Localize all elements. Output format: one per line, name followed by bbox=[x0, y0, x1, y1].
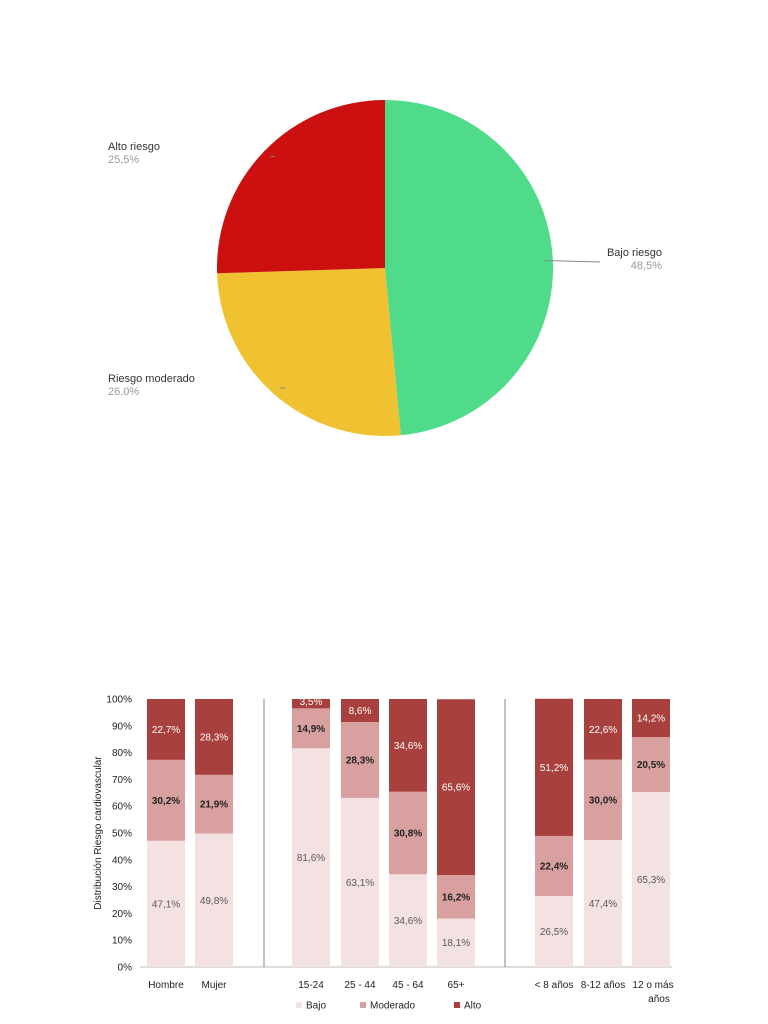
data-label: 34,6% bbox=[394, 916, 422, 927]
data-label: 65,3% bbox=[637, 875, 665, 886]
legend-label-alto: Alto bbox=[464, 1001, 482, 1012]
x-tick-label: Hombre bbox=[148, 980, 184, 991]
bar-segment-moderado bbox=[292, 708, 330, 749]
x-tick-label: 65+ bbox=[448, 980, 465, 991]
bar-segment-moderado bbox=[632, 737, 670, 792]
data-label: 16,2% bbox=[442, 892, 470, 903]
data-label: 14,9% bbox=[297, 724, 325, 735]
x-tick-label: 8-12 años bbox=[581, 980, 625, 991]
y-tick-label: 100% bbox=[106, 695, 132, 706]
y-tick-label: 20% bbox=[112, 909, 132, 920]
x-tick-label: años bbox=[648, 994, 670, 1005]
bar-segment-moderado bbox=[147, 759, 185, 841]
data-label: 22,4% bbox=[540, 861, 568, 872]
bar-segment-moderado bbox=[341, 722, 379, 798]
y-tick-label: 70% bbox=[112, 775, 132, 786]
data-label: 63,1% bbox=[346, 878, 374, 889]
pie-leader-line bbox=[544, 259, 601, 263]
data-label: 51,2% bbox=[540, 763, 568, 774]
data-label: 18,1% bbox=[442, 938, 470, 949]
bar-segment-bajo bbox=[292, 748, 330, 967]
bar-segment-moderado bbox=[535, 835, 573, 896]
bar-segment-bajo bbox=[584, 839, 622, 967]
data-label: 20,5% bbox=[637, 760, 665, 771]
data-label: 49,8% bbox=[200, 896, 228, 907]
legend-swatch-moderado bbox=[360, 1002, 366, 1008]
y-axis-label: Distribución Riesgo cardiovascular bbox=[93, 756, 104, 910]
x-tick-label: 12 o más bbox=[632, 980, 673, 991]
data-label: 65,6% bbox=[442, 783, 470, 794]
pie-slice-riesgo-moderado bbox=[217, 268, 401, 437]
data-label: 28,3% bbox=[200, 732, 228, 743]
data-label: 81,6% bbox=[297, 853, 325, 864]
bar-segment-bajo bbox=[437, 918, 475, 967]
bar-segment-bajo bbox=[535, 895, 573, 967]
y-tick-label: 10% bbox=[112, 936, 132, 947]
data-label: 30,0% bbox=[589, 795, 617, 806]
data-label: 30,8% bbox=[394, 829, 422, 840]
data-label: 14,2% bbox=[637, 714, 665, 725]
data-label: 47,4% bbox=[589, 899, 617, 910]
x-tick-label: < 8 años bbox=[535, 980, 574, 991]
y-tick-label: 60% bbox=[112, 802, 132, 813]
data-label: 8,6% bbox=[349, 706, 372, 717]
pie-label-alto-riesgo: Alto riesgo bbox=[108, 141, 160, 153]
pie-slice-alto-riesgo bbox=[217, 100, 385, 274]
data-label: 21,9% bbox=[200, 800, 228, 811]
y-tick-label: 80% bbox=[112, 748, 132, 759]
stacked-bar-chart: Distribución Riesgo cardiovascular 0% 10% 2… bbox=[93, 695, 674, 1012]
bar-segment-bajo bbox=[389, 874, 427, 967]
bar-segment-moderado bbox=[584, 759, 622, 840]
data-label: 28,3% bbox=[346, 755, 374, 766]
y-tick-label: 40% bbox=[112, 855, 132, 866]
bar-segment-bajo bbox=[195, 833, 233, 967]
bar-segment-moderado bbox=[195, 774, 233, 834]
bar-segment-alto bbox=[584, 699, 622, 760]
bar-segment-moderado bbox=[437, 875, 475, 919]
bar-segment-alto bbox=[535, 698, 573, 836]
data-label: 34,6% bbox=[394, 741, 422, 752]
y-tick-label: 30% bbox=[112, 882, 132, 893]
bar-segment-alto bbox=[389, 699, 427, 792]
data-label: 26,5% bbox=[540, 927, 568, 938]
y-tick-label: 0% bbox=[118, 963, 133, 974]
bar-segment-alto bbox=[147, 699, 185, 760]
bar-segment-bajo bbox=[147, 840, 185, 967]
legend-swatch-bajo bbox=[296, 1002, 302, 1008]
y-tick-label: 90% bbox=[112, 721, 132, 732]
data-label: 22,7% bbox=[152, 725, 180, 736]
data-label: 22,6% bbox=[589, 725, 617, 736]
bar-segment-alto bbox=[195, 699, 233, 775]
legend-label-moderado: Moderado bbox=[370, 1001, 415, 1012]
bar-segment-bajo bbox=[341, 797, 379, 967]
pie-leader-line bbox=[270, 155, 276, 158]
pie-value-alto-riesgo: 25,5% bbox=[108, 154, 139, 166]
pie-label-riesgo-moderado: Riesgo moderado bbox=[108, 373, 195, 385]
pie-slice-bajo-riesgo bbox=[385, 100, 554, 436]
bar-segment-moderado bbox=[389, 791, 427, 875]
x-tick-label: 45 - 64 bbox=[392, 980, 424, 991]
pie-value-bajo-riesgo: 48,5% bbox=[631, 260, 662, 272]
pie-value-riesgo-moderado: 26,0% bbox=[108, 386, 139, 398]
legend-label-bajo: Bajo bbox=[306, 1001, 326, 1012]
legend-swatch-alto bbox=[454, 1002, 460, 1008]
data-label: 3,5% bbox=[300, 697, 323, 708]
x-tick-label: 25 - 44 bbox=[344, 980, 376, 991]
data-label: 30,2% bbox=[152, 796, 180, 807]
bar-segment-alto bbox=[292, 699, 330, 709]
bar-segment-alto bbox=[341, 699, 379, 723]
x-tick-label: 15-24 bbox=[298, 980, 324, 991]
x-tick-label: Mujer bbox=[201, 980, 227, 991]
bar-segment-alto bbox=[632, 699, 670, 738]
bar-segment-alto bbox=[437, 699, 475, 876]
pie-label-bajo-riesgo: Bajo riesgo bbox=[607, 247, 662, 259]
data-label: 47,1% bbox=[152, 899, 180, 910]
bar-segment-bajo bbox=[632, 791, 670, 967]
y-tick-label: 50% bbox=[112, 829, 132, 840]
